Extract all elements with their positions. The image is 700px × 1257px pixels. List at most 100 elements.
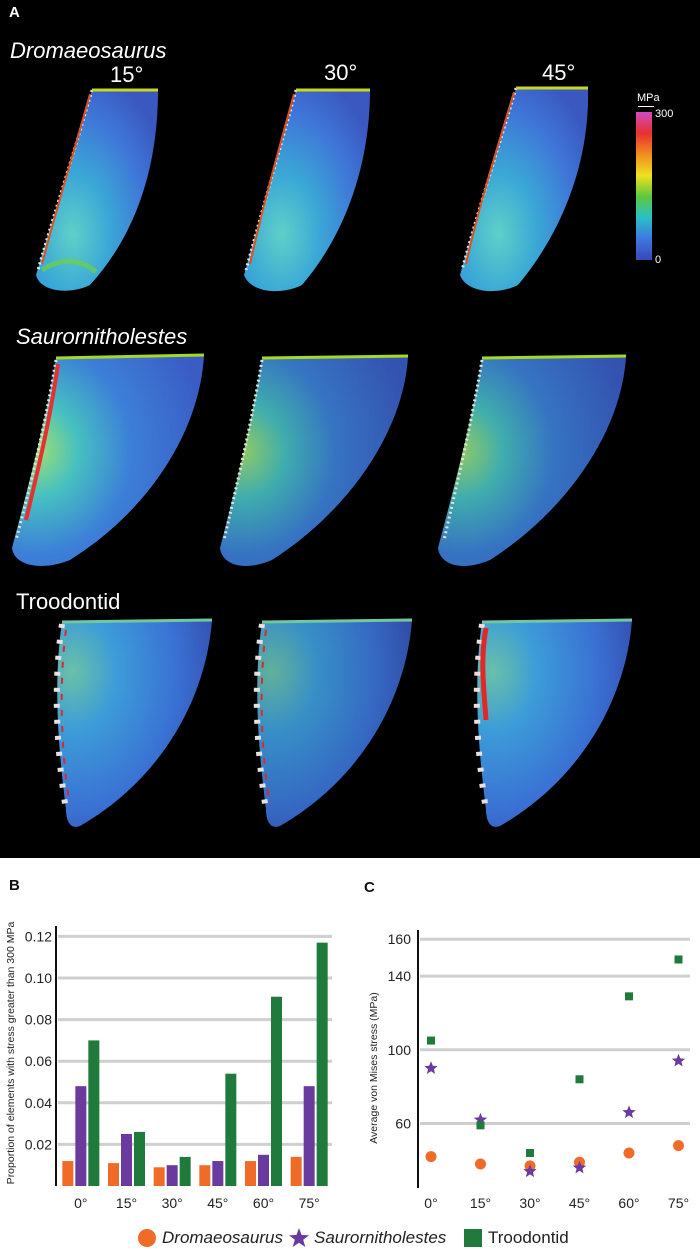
chart-c-point-star [523,1164,537,1178]
chart-b-bar [88,1040,100,1186]
colorbar-min-label: 0 [655,254,662,266]
angle-label-15: 15° [110,62,144,87]
legend-label-dromaeosaurus: Dromaeosaurus [162,1228,283,1247]
tooth-dromaeosaurus-30 [244,88,370,292]
chart-b-x-ticks: 0° 15° 30° 45° 60° 75° [74,1195,320,1211]
chart-c: C 60 100 140 160 0° 15° 30° 45° 60° 75° Average … [364,879,690,1211]
angle-label-45: 45° [542,60,576,85]
legend-item-saurornitholestes: Saurornitholestes [288,1224,446,1252]
chart-c-y-tick-label: 100 [388,1042,412,1058]
colorbar-max-label: 300 [655,108,674,120]
colorbar-unit: MPa [637,92,660,104]
chart-c-y-tick-label: 60 [395,1116,411,1132]
tooth-troodontid-45 [473,618,633,827]
chart-b-bar [316,942,328,1186]
chart-b-bar [303,1086,315,1186]
chart-c-point-star [424,1061,438,1074]
legend-label-troodontid: Troodontid [488,1228,569,1247]
colorbar [636,112,652,260]
colorbar-unit-rule [638,106,654,107]
chart-c-x-ticks: 0° 15° 30° 45° 60° 75° [424,1195,689,1211]
chart-b-y-tick-label: 0.04 [25,1095,52,1111]
chart-c-x-tick-label: 0° [424,1195,437,1211]
fea-panel-a: A Dromaeosaurus Saurornitholestes Troodo… [0,0,700,858]
chart-b-y-tick-label: 0.06 [25,1053,52,1069]
panel-c-label: C [364,879,375,896]
chart-c-x-tick-label: 15° [470,1195,491,1211]
chart-b-bar [179,1156,191,1186]
chart-b-bar [271,996,282,1186]
chart-c-point-square [674,955,683,964]
chart-c-point-star [671,1053,686,1067]
tooth-saurornitholestes-30 [220,354,409,567]
chart-b-x-tick-label: 45° [207,1195,228,1211]
tooth-troodontid-15 [53,618,213,827]
tooth-saurornitholestes-45 [438,354,627,567]
chart-c-x-tick-label: 30° [519,1195,540,1211]
legend-square-icon [464,1229,482,1247]
tooth-dromaeosaurus-45 [460,86,589,292]
chart-c-point-star [473,1112,488,1126]
tooth-dromaeosaurus-15 [36,88,158,291]
chart-b-x-tick-label: 15° [116,1195,137,1211]
tooth-stress-models [12,86,633,827]
chart-c-x-tick-label: 60° [618,1195,639,1211]
chart-c-y-ticks: 60 100 140 160 [388,931,412,1131]
chart-b-x-tick-label: 30° [162,1195,183,1211]
chart-c-point-circle [623,1147,635,1159]
chart-b-bar [62,1161,74,1186]
panel-a-label: A [9,4,20,21]
legend: Dromaeosaurus Saurornitholestes Troodont… [0,1224,700,1252]
chart-c-point-square [526,1148,534,1157]
legend-item-dromaeosaurus: Dromaeosaurus [136,1224,283,1252]
chart-b-bar [245,1161,256,1186]
chart-b-bar [225,1073,237,1186]
chart-b-y-axis-label: Proportion of elements with stress great… [5,922,17,1185]
chart-b-gridlines [58,934,332,1146]
chart-b-y-ticks: 0.02 0.04 0.06 0.08 0.10 0.12 [25,928,52,1152]
legend-star-icon [289,1228,309,1247]
chart-b-y-tick-label: 0.12 [25,928,52,944]
taxon-label-dromaeosaurus: Dromaeosaurus [10,38,167,63]
chart-c-point-square [476,1121,485,1130]
angle-label-30: 30° [324,60,358,85]
chart-b-bar [108,1163,119,1186]
chart-b-y-tick-label: 0.02 [25,1136,52,1152]
chart-c-x-tick-label: 45° [569,1195,590,1211]
chart-b-bar [166,1165,178,1186]
chart-b-x-tick-label: 0° [74,1195,87,1211]
chart-c-point-circle [673,1140,684,1152]
chart-c-points [424,955,686,1178]
chart-c-point-square [625,992,633,1001]
chart-c-point-star [622,1105,636,1119]
chart-b-bar [212,1161,224,1186]
tooth-troodontid-30 [253,618,413,827]
chart-b-bar [134,1131,145,1186]
taxon-label-saurornitholestes: Saurornitholestes [16,324,188,349]
chart-b-x-tick-label: 60° [253,1195,274,1211]
chart-b-bar [258,1154,269,1186]
chart-b: B 0.02 0.04 0.06 0.08 0.10 0.12 0° 15° 30° 45° 60… [5,877,332,1211]
legend-item-troodontid: Troodontid [462,1224,569,1252]
chart-b-y-tick-label: 0.08 [25,1012,52,1028]
chart-c-y-axis-label: Average von Mises stress (MPa) [368,992,380,1144]
taxon-label-troodontid: Troodontid [16,589,121,614]
chart-c-x-tick-label: 75° [668,1195,689,1211]
chart-b-bar [199,1165,211,1186]
chart-b-bar [121,1134,132,1186]
chart-c-point-square [575,1075,584,1084]
chart-c-gridlines [420,937,690,1125]
chart-b-y-tick-label: 0.10 [25,970,52,986]
chart-b-x-tick-label: 75° [299,1195,320,1211]
chart-c-point-circle [425,1151,437,1163]
legend-label-saurornitholestes: Saurornitholestes [314,1228,447,1247]
legend-circle-icon [138,1229,156,1247]
chart-b-bar [153,1167,165,1186]
chart-b-bar [75,1086,87,1186]
panel-b-label: B [9,877,20,894]
chart-c-point-circle [475,1158,486,1170]
chart-b-bar [290,1156,302,1186]
chart-c-y-tick-label: 160 [388,931,412,947]
chart-b-bars [62,942,328,1186]
tooth-saurornitholestes-15 [12,353,205,567]
